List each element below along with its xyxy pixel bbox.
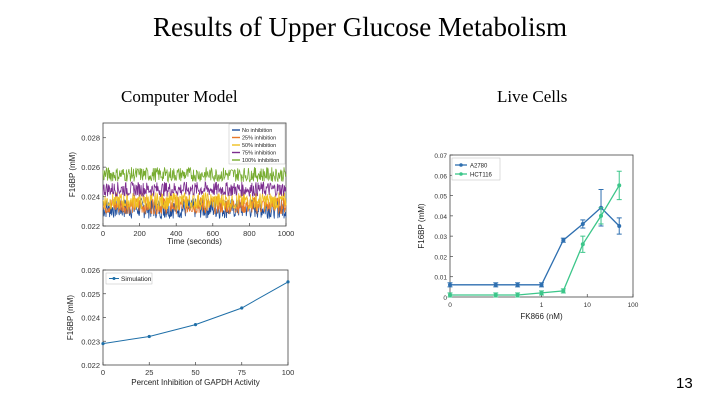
legend-marker [459, 163, 463, 167]
legend-label: 100% inhibition [242, 158, 279, 164]
data-point [515, 292, 520, 297]
live-cells-heading: Live Cells [497, 87, 568, 106]
x-tick-label: 1 [540, 302, 544, 309]
page-number: 13 [676, 375, 693, 392]
x-axis-label: Time (seconds) [167, 237, 222, 246]
y-tick-label: 0.03 [434, 234, 447, 241]
x-tick-label: 50 [191, 368, 199, 377]
data-point [580, 242, 585, 247]
series-line [102, 166, 287, 184]
y-tick-label: 0.028 [81, 134, 100, 143]
y-tick-label: 0.07 [434, 153, 447, 160]
x-tick-label: 100 [628, 302, 639, 309]
y-tick-label: 0.06 [434, 173, 447, 180]
slide-title: Results of Upper Glucose Metabolism [153, 12, 567, 42]
y-tick-label: 0.024 [81, 314, 100, 323]
x-tick-label: 0 [448, 302, 452, 309]
legend-marker [112, 277, 116, 280]
data-point [448, 282, 452, 287]
y-tick-label: 0 [443, 295, 447, 302]
data-point [561, 238, 566, 243]
data-point [539, 282, 544, 287]
series-line [102, 180, 287, 198]
series-line [102, 191, 287, 211]
y-axis-label: F16BP (mM) [66, 295, 75, 341]
legend-marker [459, 172, 463, 176]
x-tick-label: 1000 [278, 229, 295, 238]
y-tick-label: 0.04 [434, 214, 447, 221]
x-tick-label: 400 [170, 229, 183, 238]
x-tick-label: 0 [101, 368, 105, 377]
x-tick-label: 0 [101, 229, 105, 238]
y-tick-label: 0.02 [434, 254, 447, 261]
y-axis-label: F16BP (mM) [417, 203, 426, 249]
x-tick-label: 200 [133, 229, 146, 238]
data-point [580, 221, 585, 226]
x-tick-label: 75 [238, 368, 246, 377]
x-axis-label: Percent Inhibition of GAPDH Activity [131, 378, 260, 387]
y-axis-label: F16BP (mM) [68, 152, 77, 198]
legend-box [105, 272, 153, 285]
x-tick-label: 25 [145, 368, 153, 377]
legend-label: HCT116 [470, 172, 493, 178]
series-line [450, 206, 620, 286]
data-point [493, 282, 498, 287]
data-point [493, 292, 498, 297]
legend-label: 50% inhibition [242, 143, 276, 149]
data-point [515, 282, 520, 287]
legend-label: 75% inhibition [242, 151, 276, 157]
y-tick-label: 0.023 [81, 337, 100, 346]
x-tick-label: 100 [282, 368, 295, 377]
x-axis-label: FK866 (nM) [520, 312, 563, 321]
y-tick-label: 0.05 [434, 194, 447, 201]
data-point [147, 334, 151, 339]
data-point [240, 306, 244, 310]
legend-label: 25% inhibition [242, 136, 276, 142]
data-point [617, 224, 622, 228]
y-tick-label: 0.026 [81, 163, 100, 172]
data-point [539, 290, 544, 295]
data-point [448, 292, 452, 297]
legend-label: No inhibition [242, 128, 272, 134]
y-tick-label: 0.024 [81, 193, 100, 202]
y-tick-label: 0.025 [81, 290, 100, 299]
data-point [561, 288, 566, 293]
data-point [286, 280, 290, 284]
x-tick-label: 10 [584, 302, 592, 309]
plot-frame [102, 269, 289, 366]
y-tick-label: 0.022 [81, 222, 100, 231]
data-point [101, 342, 105, 346]
legend-label: A2780 [470, 163, 488, 169]
data-point [617, 183, 622, 188]
y-tick-label: 0.022 [81, 361, 100, 370]
legend-label: Simulation [121, 276, 152, 283]
computer-model-heading: Computer Model [121, 87, 238, 106]
y-tick-label: 0.026 [81, 266, 100, 275]
series-line [450, 185, 620, 296]
data-point [599, 213, 604, 218]
x-tick-label: 800 [243, 229, 256, 238]
x-tick-label: 600 [207, 229, 220, 238]
y-tick-label: 0.01 [434, 275, 447, 282]
data-point [193, 323, 198, 327]
